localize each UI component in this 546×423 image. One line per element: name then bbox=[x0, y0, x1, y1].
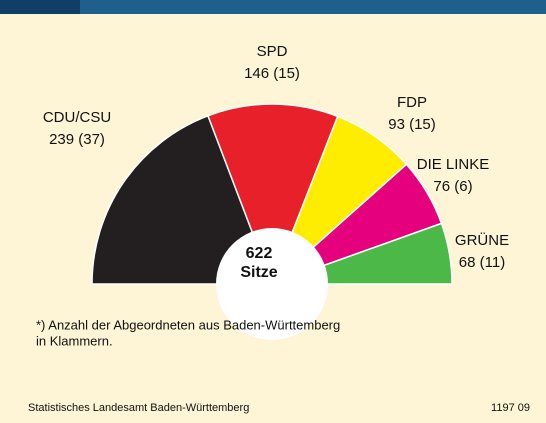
code: 1197 09 bbox=[491, 402, 530, 414]
party-label: CDU/CSU bbox=[43, 109, 111, 126]
source: Statistisches Landesamt Baden-Württember… bbox=[28, 402, 249, 414]
note-line: in Klammern. bbox=[36, 333, 113, 348]
total-label: Sitze bbox=[240, 264, 277, 281]
party-label: FDP bbox=[397, 94, 427, 111]
top-bar-block bbox=[0, 0, 80, 14]
wedge bbox=[207, 103, 339, 287]
top-bar bbox=[0, 0, 546, 14]
wedge bbox=[91, 114, 274, 285]
note-line: *) Anzahl der Abgeordneten aus Baden-Wür… bbox=[36, 317, 340, 332]
party-label: GRÜNE bbox=[455, 231, 509, 249]
seat-label: 76 (6) bbox=[433, 178, 472, 195]
party-label: SPD bbox=[257, 43, 288, 60]
center-hole bbox=[216, 228, 328, 340]
party-label: DIE LINKE bbox=[417, 156, 490, 173]
total: 622 bbox=[246, 245, 273, 262]
seat-label: 68 (11) bbox=[459, 254, 505, 271]
seat-label: 93 (15) bbox=[388, 116, 436, 133]
seat-label: 146 (15) bbox=[244, 65, 300, 82]
seat-label: 239 (37) bbox=[49, 131, 105, 148]
